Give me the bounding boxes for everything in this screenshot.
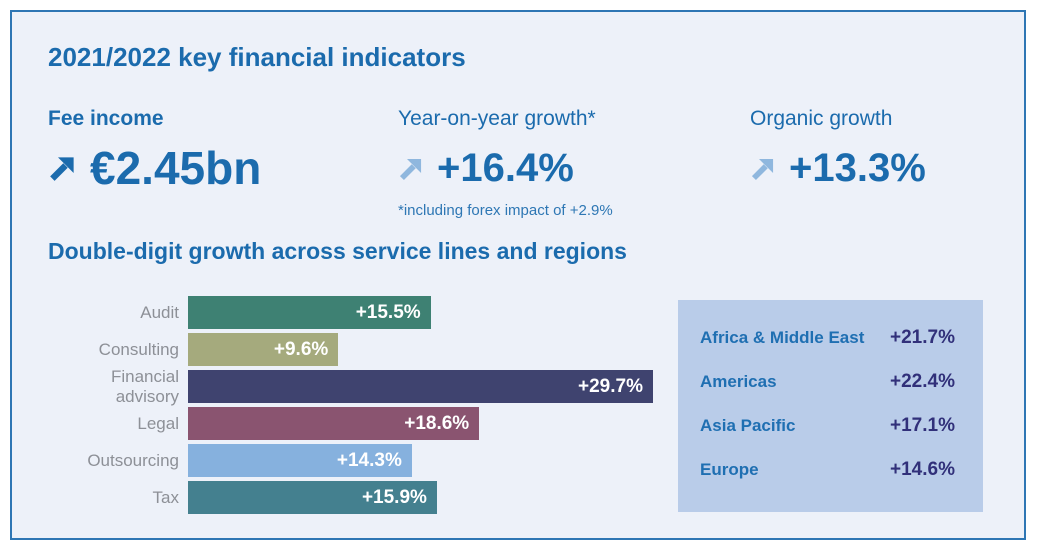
kpi-label: Fee income (48, 107, 164, 130)
kpi-label: Year-on-year growth* (398, 107, 596, 130)
bar-value: +15.9% (361, 486, 427, 508)
kpi-value-row: +13.3% (750, 144, 926, 192)
bar-value: +15.5% (355, 301, 421, 323)
region-row: Africa & Middle East +21.7% (700, 316, 955, 360)
bar-track: +9.6% (188, 333, 653, 366)
bar-value: +14.3% (336, 449, 402, 471)
bar-label: Outsourcing (87, 450, 179, 470)
bar-track: +29.7% (188, 370, 653, 403)
bar: +14.3% (188, 444, 412, 477)
bar: +18.6% (188, 407, 480, 440)
bar: +15.9% (188, 481, 437, 514)
kpi-value-row: +16.4% (398, 144, 613, 192)
region-value: +14.6% (890, 459, 955, 480)
kpi-fee-income: Fee income €2.45bn (48, 106, 261, 192)
bar-value: +9.6% (273, 338, 329, 360)
section-title: Double-digit growth across service lines… (48, 238, 627, 264)
bar: +9.6% (188, 333, 339, 366)
bar-label: Consulting (98, 339, 179, 359)
region-value: +22.4% (890, 371, 955, 392)
kpi-value: €2.45bn (90, 142, 262, 194)
bar-label: Financial advisory (110, 366, 179, 406)
bar-track: +18.6% (188, 407, 653, 440)
bar: +15.5% (188, 296, 431, 329)
bar-label: Audit (140, 302, 179, 322)
bar-row: Legal +18.6% (48, 407, 653, 440)
bar-track: +15.9% (188, 481, 653, 514)
bar-row: Financial advisory +29.7% (48, 367, 653, 406)
region-name: Americas (700, 372, 777, 391)
region-row: Europe +14.6% (700, 448, 955, 492)
bar-label: Tax (152, 487, 179, 507)
kpi-yoy-growth: Year-on-year growth* +16.4% *including f… (398, 106, 613, 219)
bar-track: +15.5% (188, 296, 653, 329)
bar-value: +18.6% (404, 412, 470, 434)
bar-value: +29.7% (578, 375, 643, 397)
kpi-label: Organic growth (750, 107, 893, 130)
bar-row: Consulting +9.6% (48, 333, 653, 366)
bar-label: Legal (137, 413, 179, 433)
up-right-arrow-icon (751, 158, 774, 180)
kpi-footnote: *including forex impact of +2.9% (398, 202, 613, 219)
bar-chart: Audit +15.5% Consulting +9.6% Financial … (48, 296, 653, 514)
bar-row: Outsourcing +14.3% (48, 444, 653, 477)
region-value: +17.1% (890, 415, 955, 436)
region-value: +21.7% (890, 327, 955, 348)
kpi-value-row: €2.45bn (48, 144, 261, 192)
key-indicators-panel: 2021/2022 key financial indicators Fee i… (10, 10, 1026, 540)
region-row: Americas +22.4% (700, 360, 955, 404)
up-right-arrow-icon (50, 157, 74, 181)
bar: +29.7% (188, 370, 653, 403)
region-name: Asia Pacific (700, 416, 796, 435)
region-name: Europe (700, 460, 759, 479)
region-name: Africa & Middle East (700, 328, 865, 347)
bar-row: Tax +15.9% (48, 481, 653, 514)
regions-panel: Africa & Middle East +21.7% Americas +22… (678, 300, 983, 512)
up-right-arrow-icon (399, 158, 422, 180)
bar-track: +14.3% (188, 444, 653, 477)
kpi-value: +13.3% (789, 146, 926, 190)
kpi-value: +16.4% (437, 146, 574, 190)
region-row: Asia Pacific +17.1% (700, 404, 955, 448)
kpi-organic-growth: Organic growth +13.3% (750, 106, 926, 192)
page-title: 2021/2022 key financial indicators (48, 42, 466, 72)
bar-row: Audit +15.5% (48, 296, 653, 329)
